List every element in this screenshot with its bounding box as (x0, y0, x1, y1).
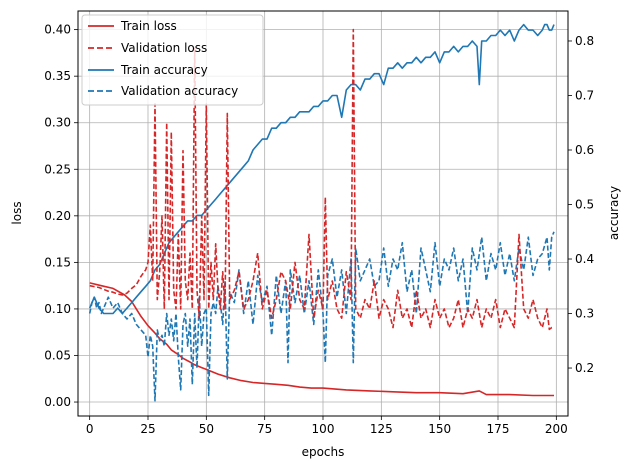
y-axis-label-right: accuracy (607, 186, 621, 240)
y-right-tick-label: 0.4 (575, 252, 594, 266)
series-line-train-loss (89, 282, 554, 397)
legend-label-validation-loss: Validation loss (121, 41, 207, 55)
y-right-tick-label: 0.8 (575, 34, 594, 48)
y-left-tick-label: 0.20 (44, 209, 71, 223)
y-axis-right: 0.2 0.3 0.4 0.5 0.6 0.7 0.8 (568, 34, 594, 375)
series-line-validation-loss (89, 28, 555, 331)
y-left-tick-label: 0.35 (44, 69, 71, 83)
x-tick-label: 75 (257, 422, 272, 436)
legend-label-train-loss: Train loss (120, 19, 177, 33)
x-axis-label: epochs (302, 445, 345, 459)
legend: Train loss Validation loss Train accurac… (81, 14, 264, 106)
y-right-tick-label: 0.3 (575, 307, 594, 321)
series-layer (88, 23, 555, 402)
y-right-tick-label: 0.7 (575, 88, 594, 102)
y-axis-label-left: loss (10, 201, 24, 224)
legend-label-validation-accuracy: Validation accuracy (121, 84, 238, 98)
y-left-tick-label: 0.10 (44, 302, 71, 316)
x-tick-label: 175 (487, 422, 510, 436)
y-left-tick-label: 0.25 (44, 162, 71, 176)
y-right-tick-label: 0.6 (575, 143, 594, 157)
x-tick-label: 200 (545, 422, 568, 436)
x-tick-label: 100 (312, 422, 335, 436)
x-tick-label: 0 (86, 422, 94, 436)
y-left-tick-label: 0.15 (44, 255, 71, 269)
x-tick-label: 125 (370, 422, 393, 436)
x-tick-label: 150 (428, 422, 451, 436)
y-right-tick-label: 0.2 (575, 361, 594, 375)
y-left-tick-label: 0.00 (44, 395, 71, 409)
x-tick-label: 25 (140, 422, 155, 436)
series-line-validation-accuracy (88, 231, 555, 402)
y-left-tick-label: 0.30 (44, 116, 71, 130)
y-left-tick-label: 0.05 (44, 348, 71, 362)
legend-label-train-accuracy: Train accuracy (120, 63, 208, 77)
legend-box (81, 14, 264, 106)
y-right-tick-label: 0.5 (575, 198, 594, 212)
y-left-tick-label: 0.40 (44, 23, 71, 37)
x-axis: 0 25 50 75 100 125 150 175 200 (86, 416, 568, 436)
y-axis-left: 0.00 0.05 0.10 0.15 0.20 0.25 0.30 0.35 0.40 (44, 23, 78, 409)
x-tick-label: 50 (199, 422, 214, 436)
